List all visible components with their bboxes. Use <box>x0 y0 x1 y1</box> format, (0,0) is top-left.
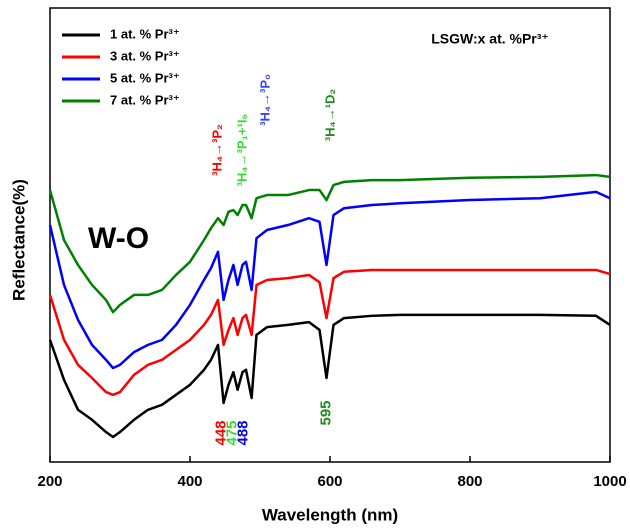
legend-label: 1 at. % Pr³⁺ <box>110 26 180 41</box>
peak-label: 488 <box>235 420 252 445</box>
x-axis-title: Wavelength (nm) <box>262 505 398 524</box>
peak-label: 448 <box>213 420 230 445</box>
peak-label: 475 <box>223 420 240 445</box>
annotation: ³H₄→¹D₂ <box>322 89 337 142</box>
x-tick-label: 400 <box>177 473 202 490</box>
line-series <box>48 268 611 397</box>
line-series <box>48 190 611 370</box>
chart-title: LSGW:x at. %Pr³⁺ <box>431 31 549 47</box>
annotation: ³H₄→³P₁+¹I₆ <box>234 114 249 187</box>
legend-label: 3 at. % Pr³⁺ <box>110 48 180 63</box>
annotation: ³H₄→³P₀ <box>257 74 272 126</box>
annotation: ³H₄→³P₂ <box>209 124 224 176</box>
x-tick-label: 1000 <box>593 473 626 490</box>
x-tick-label: 200 <box>37 473 62 490</box>
legend-label: 5 at. % Pr³⁺ <box>110 70 180 85</box>
line-series <box>48 313 611 439</box>
peak-label: 595 <box>317 400 334 425</box>
x-tick-label: 600 <box>317 473 342 490</box>
annotation: W-O <box>88 222 149 255</box>
line-series <box>48 173 611 314</box>
legend-label: 7 at. % Pr³⁺ <box>110 92 180 107</box>
y-axis-title: Reflectance(%) <box>9 179 28 301</box>
x-tick-label: 800 <box>457 473 482 490</box>
